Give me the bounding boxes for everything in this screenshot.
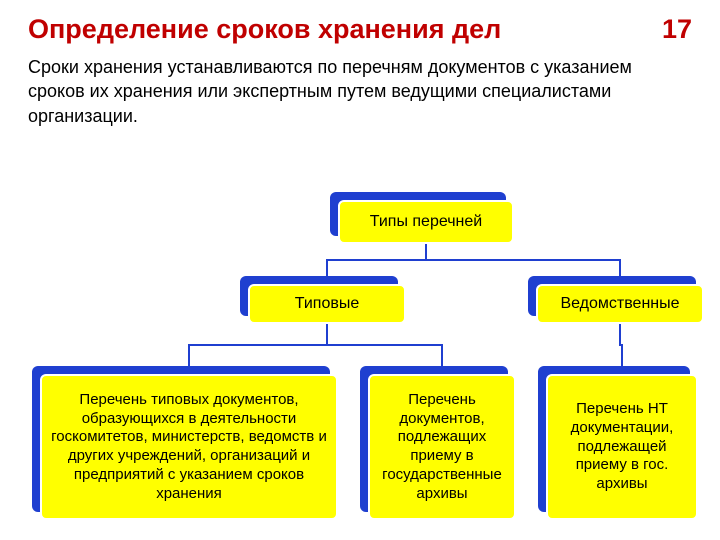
subtitle-text: Сроки хранения устанавливаются по перечн… <box>0 51 720 128</box>
tree-node-l1: Перечень типовых документов, образующихс… <box>40 374 338 520</box>
connector <box>189 324 327 366</box>
connector <box>327 324 442 366</box>
tree-node-ved: Ведомственные <box>536 284 704 324</box>
tree-node-label: Перечень типовых документов, образующихс… <box>40 374 338 520</box>
page-number: 17 <box>642 14 692 45</box>
tree-node-label: Перечень НТ документации, подлежащей при… <box>546 374 698 520</box>
connector <box>327 244 426 276</box>
tree-node-typ: Типовые <box>248 284 406 324</box>
tree-node-label: Типы перечней <box>338 200 514 244</box>
tree-node-label: Ведомственные <box>536 284 704 324</box>
tree-node-label: Типовые <box>248 284 406 324</box>
connector <box>426 244 620 276</box>
tree-node-l3: Перечень НТ документации, подлежащей при… <box>546 374 698 520</box>
connector <box>620 324 622 366</box>
page-title: Определение сроков хранения дел <box>28 14 642 45</box>
tree-node-root: Типы перечней <box>338 200 514 244</box>
tree-node-label: Перечень документов, подлежащих приему в… <box>368 374 516 520</box>
tree-node-l2: Перечень документов, подлежащих приему в… <box>368 374 516 520</box>
